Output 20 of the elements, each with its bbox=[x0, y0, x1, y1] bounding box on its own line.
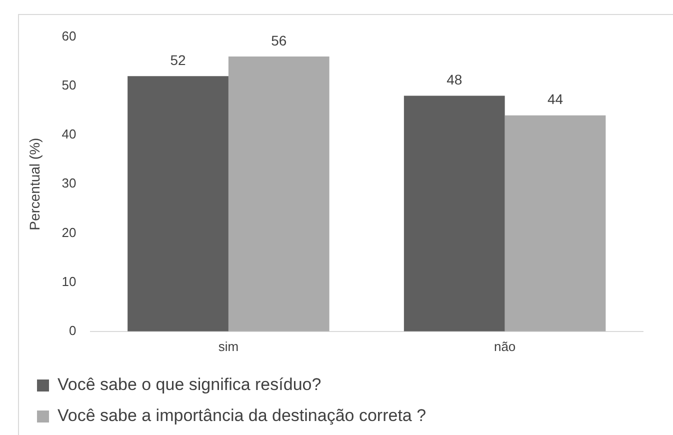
data-label: 56 bbox=[271, 32, 287, 48]
legend-label: Você sabe o que significa resíduo? bbox=[58, 375, 322, 394]
y-tick-label: 30 bbox=[62, 176, 76, 191]
data-label: 48 bbox=[446, 72, 462, 88]
y-tick-label: 50 bbox=[62, 77, 76, 92]
y-axis-title: Percentual (%) bbox=[26, 138, 42, 230]
bar bbox=[404, 96, 505, 332]
bar bbox=[504, 115, 606, 332]
data-label: 52 bbox=[170, 52, 186, 68]
legend-label: Você sabe a importância da destinação correta ? bbox=[58, 406, 426, 426]
y-tick-label: 20 bbox=[62, 224, 76, 240]
y-tick-label: 10 bbox=[62, 274, 76, 289]
y-tick-label: 0 bbox=[69, 322, 76, 338]
y-tick-label: 60 bbox=[62, 28, 76, 44]
y-tick-label: 40 bbox=[62, 126, 76, 142]
bar bbox=[228, 56, 330, 332]
x-tick-label: não bbox=[494, 338, 516, 354]
data-label: 44 bbox=[547, 91, 564, 108]
x-tick-label: sim bbox=[218, 338, 239, 354]
bar bbox=[128, 76, 228, 332]
